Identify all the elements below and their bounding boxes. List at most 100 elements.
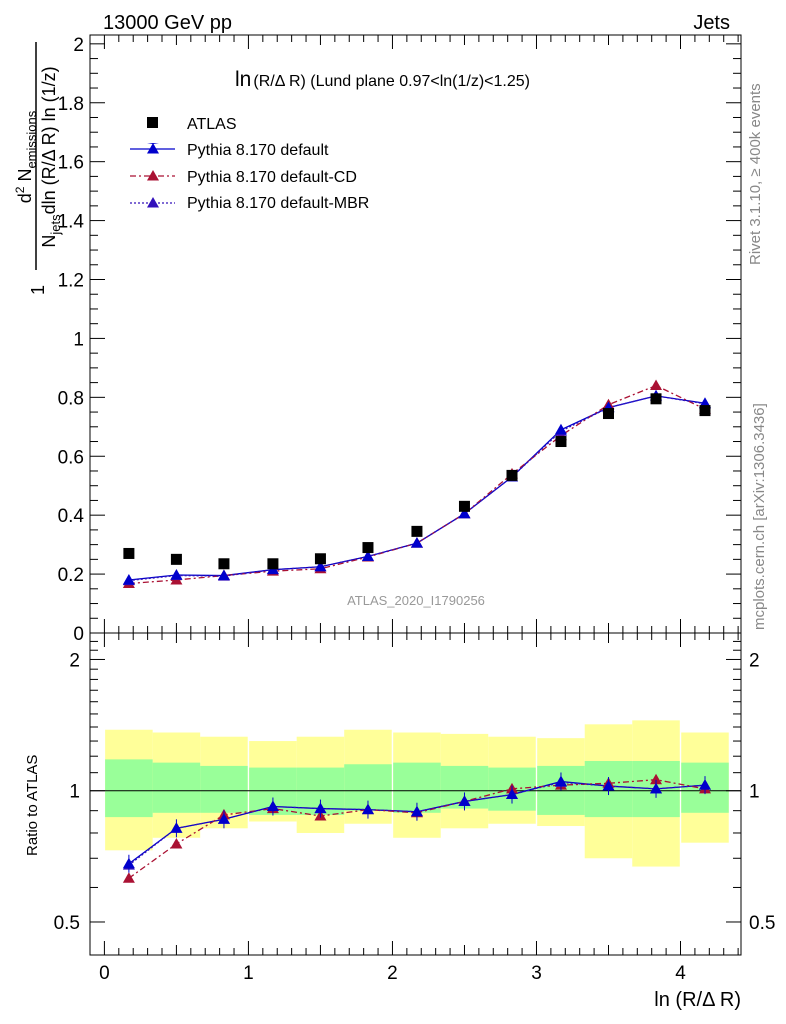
ratio-band-green (105, 759, 153, 818)
main-y-tick-label: 0.2 (58, 565, 84, 586)
main-data-marker (602, 408, 614, 420)
main-y-tick-label: 0.6 (58, 447, 84, 468)
main-y-tick-label: 1.2 (58, 271, 84, 292)
main-series-line (128, 384, 706, 585)
x-tick-label: 4 (675, 963, 686, 984)
main-triangle-marker (554, 423, 567, 435)
ratio-y-tick-label-right: 0.5 (749, 913, 775, 934)
ratio-triangle-marker (505, 788, 518, 800)
main-data-marker (411, 525, 423, 537)
main-triangle-marker (122, 573, 135, 585)
ratio-triangle-marker (554, 775, 567, 786)
ratio-triangle-marker (698, 779, 711, 790)
legend-marker-mbr (147, 197, 159, 208)
ratio-triangle-marker (314, 802, 327, 814)
main-triangle-marker (170, 568, 183, 580)
ratio-triangle-marker (410, 805, 423, 817)
main-data-marker (458, 500, 470, 512)
legend-marker-atlas (147, 117, 158, 128)
x-axis-title: ln (R/Δ R) (654, 989, 741, 1011)
main-markers (122, 379, 711, 589)
ratio-triangle-marker (361, 803, 374, 815)
main-triangle-marker (217, 569, 230, 581)
main-data-marker (123, 547, 135, 559)
ratio-axis-ticks (90, 633, 741, 955)
ratio-markers (122, 772, 711, 883)
main-y-tick-label: 0.4 (58, 506, 85, 527)
main-y-tick-label: 1.8 (58, 94, 84, 115)
main-data-marker (650, 393, 662, 405)
header-right: Jets (693, 12, 730, 34)
main-triangle-marker (458, 507, 471, 519)
legend-marker-cd (147, 170, 159, 181)
main-data-marker (314, 553, 326, 565)
main-axis-ticks (90, 35, 741, 634)
main-panel: 0 0.2 0.4 0.6 0.8 1 1.2 1.4 1.6 1.8 2 ln (R/Δ R) (L… (13, 34, 742, 645)
ratio-triangle-marker (122, 857, 135, 869)
side-label-rivet: Rivet 3.1.10, ≥ 400k events (747, 83, 764, 265)
ratio-triangle-marker (266, 800, 279, 812)
main-y-tick-label: 2 (73, 35, 84, 56)
ratio-bands (105, 720, 729, 867)
x-tick-label: 0 (99, 963, 110, 984)
main-triangle-marker (410, 537, 423, 548)
ratio-triangle-marker (650, 773, 663, 785)
main-triangle-marker (361, 550, 374, 561)
ratio-y-tick-label-right: 1 (749, 782, 760, 803)
legend-label-atlas: ATLAS (187, 116, 237, 133)
ratio-triangle-marker (602, 780, 615, 791)
main-y-tick-label: 1.6 (58, 153, 84, 174)
main-series-lines (128, 384, 706, 585)
main-data-marker (699, 405, 711, 417)
ratio-frame (89, 632, 742, 956)
legend-label-cd: Pythia 8.170 default-CD (187, 169, 357, 186)
ratio-triangle-marker (170, 822, 183, 833)
y-title-one: 1 (28, 285, 48, 295)
ratio-y-axis-title: Ratio to ATLAS (24, 755, 41, 856)
header-left: 13000 GeV pp (103, 12, 232, 34)
ratio-y-tick-label: 0.5 (54, 913, 80, 934)
main-y-tick-label: 0 (73, 624, 84, 645)
main-y-tick-label: 1.4 (58, 212, 85, 233)
main-title-ln: ln (235, 68, 251, 91)
legend-marker-default-tri (147, 143, 159, 154)
main-y-tick-label: 0.8 (58, 388, 84, 409)
ratio-triangle-marker (217, 813, 230, 824)
main-data-marker (170, 553, 182, 565)
main-y-tick-labels: 0 0.2 0.4 0.6 0.8 1 1.2 1.4 1.6 1.8 2 (58, 35, 85, 645)
x-tick-label: 2 (387, 963, 398, 984)
legend-label-default: Pythia 8.170 default (187, 142, 329, 159)
main-triangle-marker (650, 379, 663, 391)
ratio-band-green (152, 762, 201, 813)
main-series-line (128, 395, 706, 582)
ratio-y-tick-label: 2 (69, 650, 80, 671)
main-title: ln (R/Δ R) (Lund plane 0.97<ln(1/z)<1.25) (235, 68, 530, 91)
main-data-marker (506, 469, 518, 481)
ratio-y-tick-label-right: 2 (749, 650, 760, 671)
ratio-triangle-marker (122, 872, 135, 883)
main-triangle-marker (314, 560, 327, 572)
main-data-marker (555, 436, 567, 448)
main-title-rest: (R/Δ R) (Lund plane 0.97<ln(1/z)<1.25) (253, 73, 530, 90)
ratio-band-green (200, 765, 248, 813)
ratio-panel: 0.5 0.5 1 1 2 2 0 1 2 3 4 Ratio to ATLAS ln (R/Δ R… (24, 632, 776, 1011)
main-data-marker (362, 542, 374, 554)
main-series-line (128, 395, 706, 581)
ratio-triangle-marker (170, 837, 183, 849)
main-data-marker (267, 558, 279, 570)
x-tick-label: 3 (531, 963, 542, 984)
y-title-numerator: d2 Nemissions (13, 110, 39, 203)
ratio-triangle-marker (650, 782, 663, 794)
legend-label-mbr: Pythia 8.170 default-MBR (187, 195, 369, 212)
side-label-mcplots: mcplots.cern.ch [arXiv:1306.3436] (751, 403, 768, 630)
legend: ATLAS Pythia 8.170 default Pythia 8.170 … (130, 116, 369, 212)
ratio-tick-labels: 0.5 0.5 1 1 2 2 0 1 2 3 4 (54, 650, 776, 984)
watermark: ATLAS_2020_I1790256 (347, 593, 485, 608)
ratio-triangle-marker (458, 795, 471, 806)
x-tick-label: 1 (243, 963, 254, 984)
main-data-marker (218, 558, 230, 570)
main-y-tick-label: 1 (73, 329, 84, 350)
ratio-y-tick-label: 1 (69, 782, 80, 803)
main-y-axis-title: d2 Nemissions Njetsdln (R/Δ R) ln (1/z) … (13, 42, 63, 295)
